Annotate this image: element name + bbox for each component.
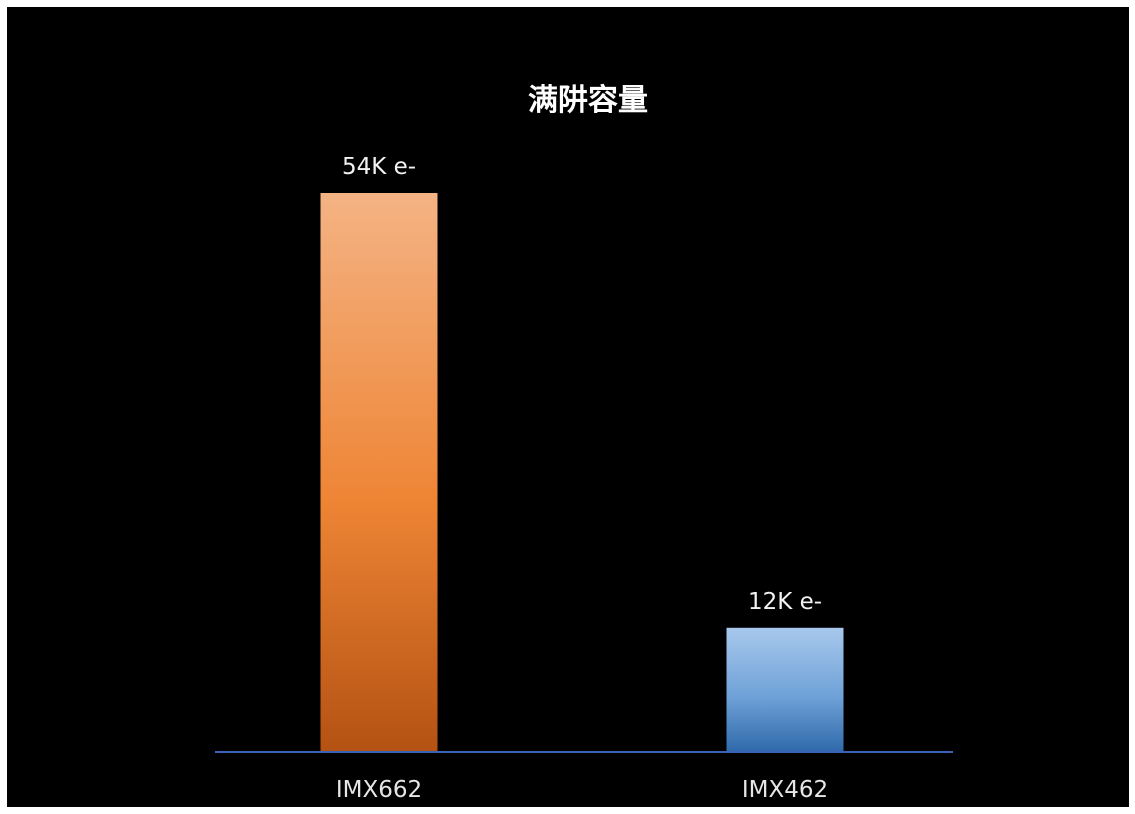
data-label-imx462: 12K e- — [748, 589, 822, 615]
chart-title: 满阱容量 — [528, 83, 648, 118]
data-label-imx662: 54K e- — [342, 154, 416, 180]
x-tick-label-imx662: IMX662 — [336, 777, 422, 803]
x-tick-label-imx462: IMX462 — [742, 777, 828, 803]
bars-group — [320, 193, 844, 752]
chart-frame: 满阱容量 54K e- IMX662 12K e- IMX462 — [7, 7, 1129, 807]
labels-group: 54K e- IMX662 12K e- IMX462 — [336, 154, 828, 803]
bar-imx462 — [726, 627, 844, 752]
bar-imx662 — [320, 193, 438, 752]
bar-chart: 满阱容量 54K e- IMX662 12K e- IMX462 — [215, 83, 953, 803]
